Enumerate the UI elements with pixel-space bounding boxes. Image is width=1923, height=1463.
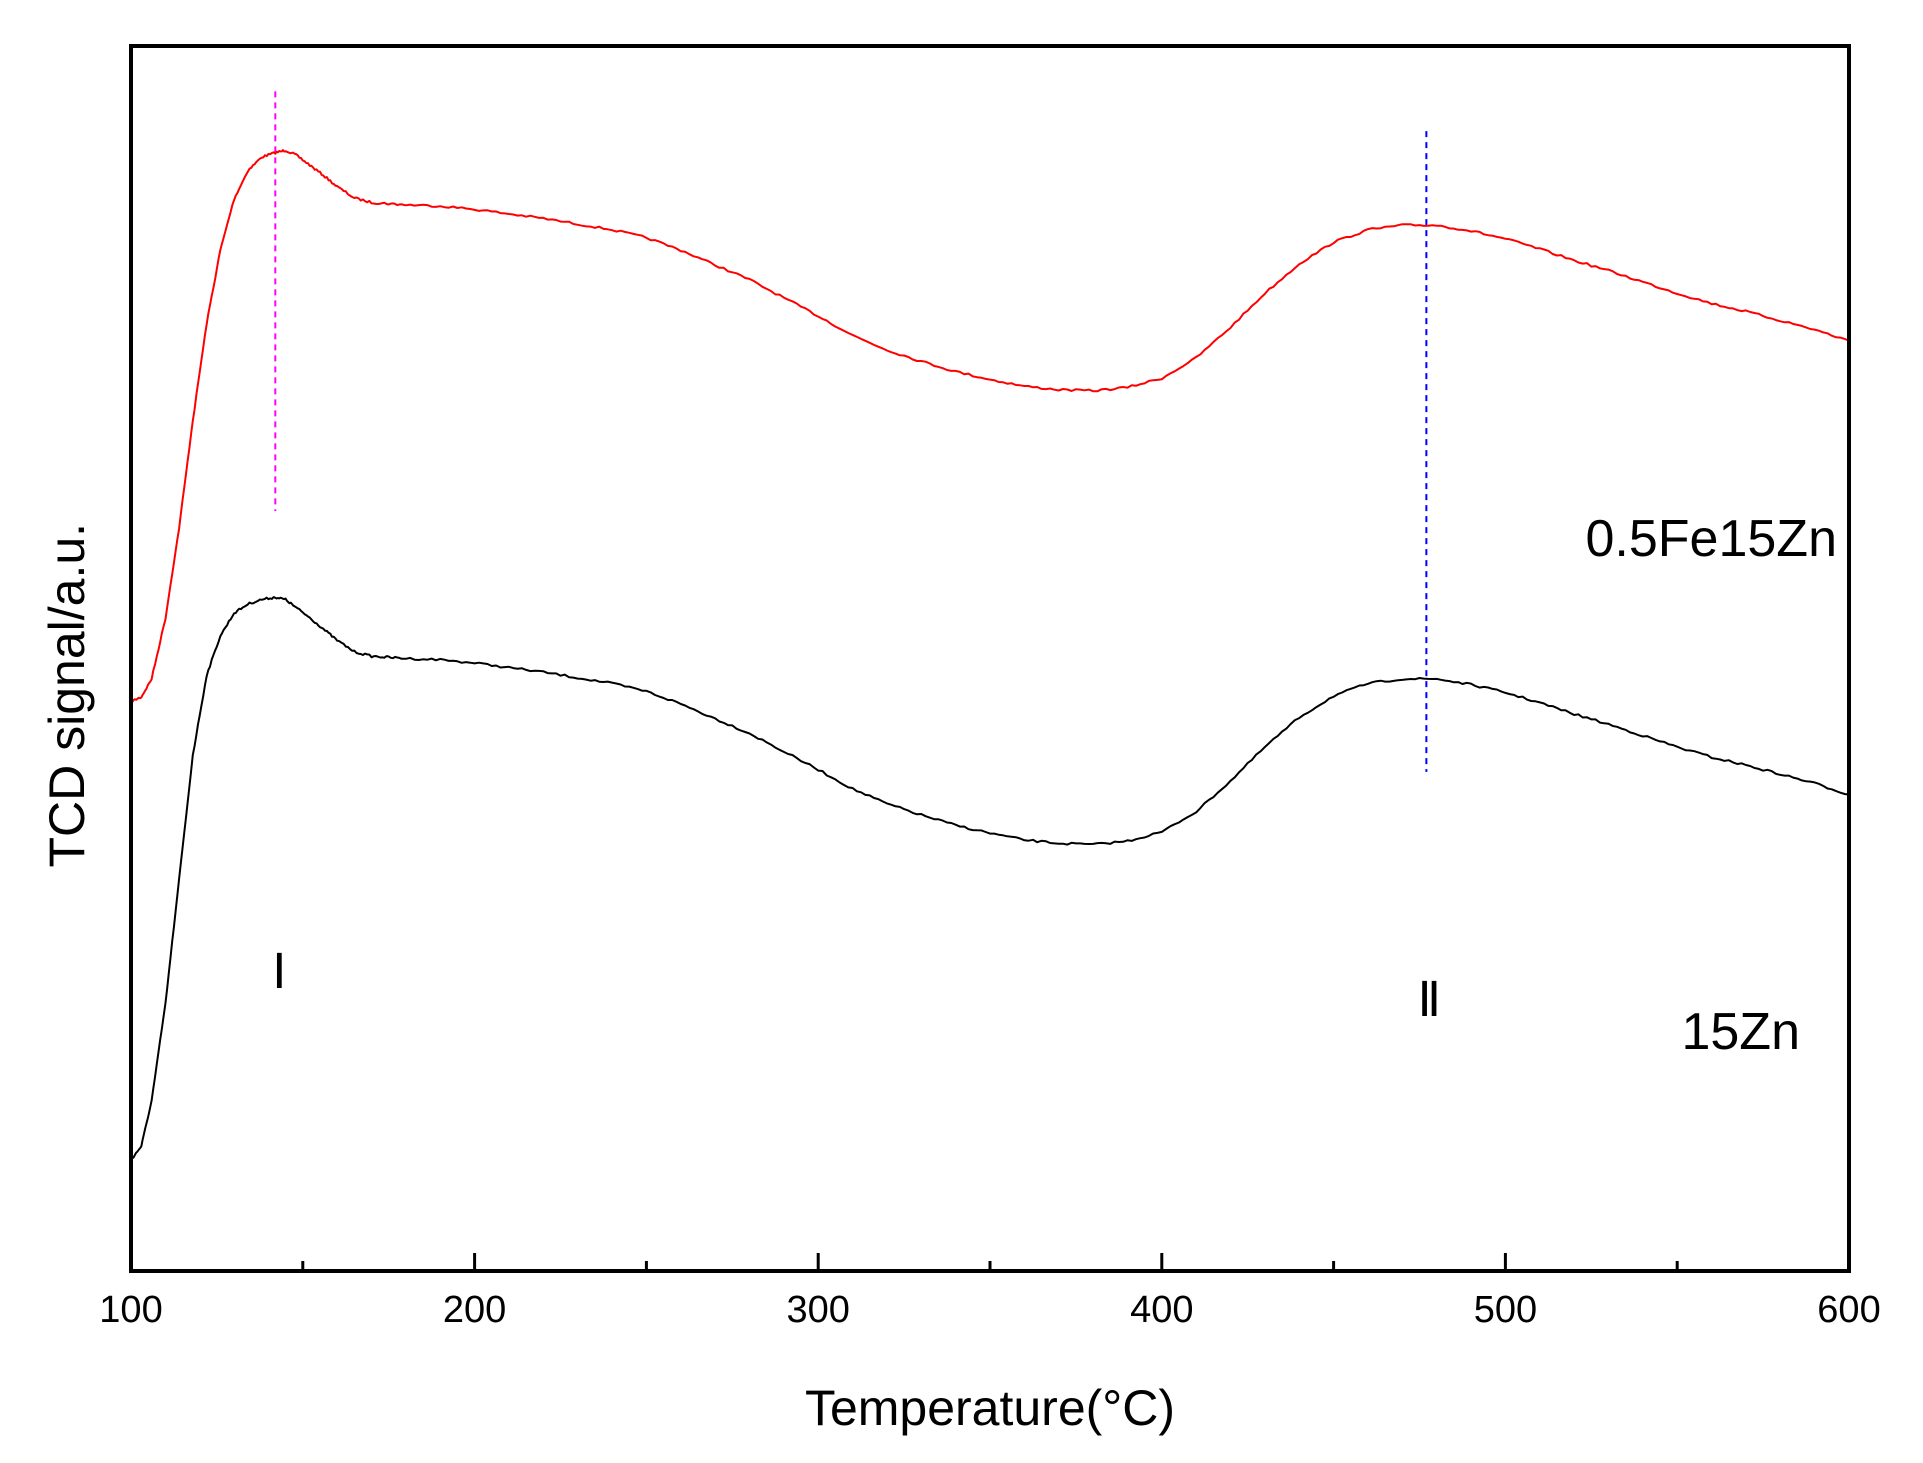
series-line-0 — [130, 149, 1850, 703]
x-tick-label-300: 300 — [786, 1289, 849, 1331]
plot-frame — [129, 44, 1851, 1273]
y-axis-label: TCD signal/a.u. — [39, 523, 95, 868]
x-tick-label-400: 400 — [1130, 1289, 1193, 1331]
annotation-lines — [274, 91, 1428, 772]
x-tick-label-100: 100 — [99, 1289, 162, 1331]
x-tick-label-500: 500 — [1474, 1289, 1537, 1331]
series-label-0-5fe15zn: 0.5Fe15Zn — [1586, 510, 1838, 568]
series-line-1 — [130, 596, 1850, 1161]
series-lines — [130, 149, 1850, 1161]
x-tick-label-600: 600 — [1817, 1289, 1880, 1331]
peak-label-ii: Ⅱ — [1418, 974, 1442, 1027]
x-ticks — [129, 1253, 1851, 1271]
peak-label-i: Ⅰ — [272, 946, 286, 999]
x-tick-labels: 100 200 300 400 500 600 — [99, 1289, 1880, 1331]
x-axis-label: Temperature(°C) — [805, 1380, 1175, 1436]
x-tick-label-200: 200 — [443, 1289, 506, 1331]
series-label-15zn: 15Zn — [1681, 1003, 1800, 1061]
